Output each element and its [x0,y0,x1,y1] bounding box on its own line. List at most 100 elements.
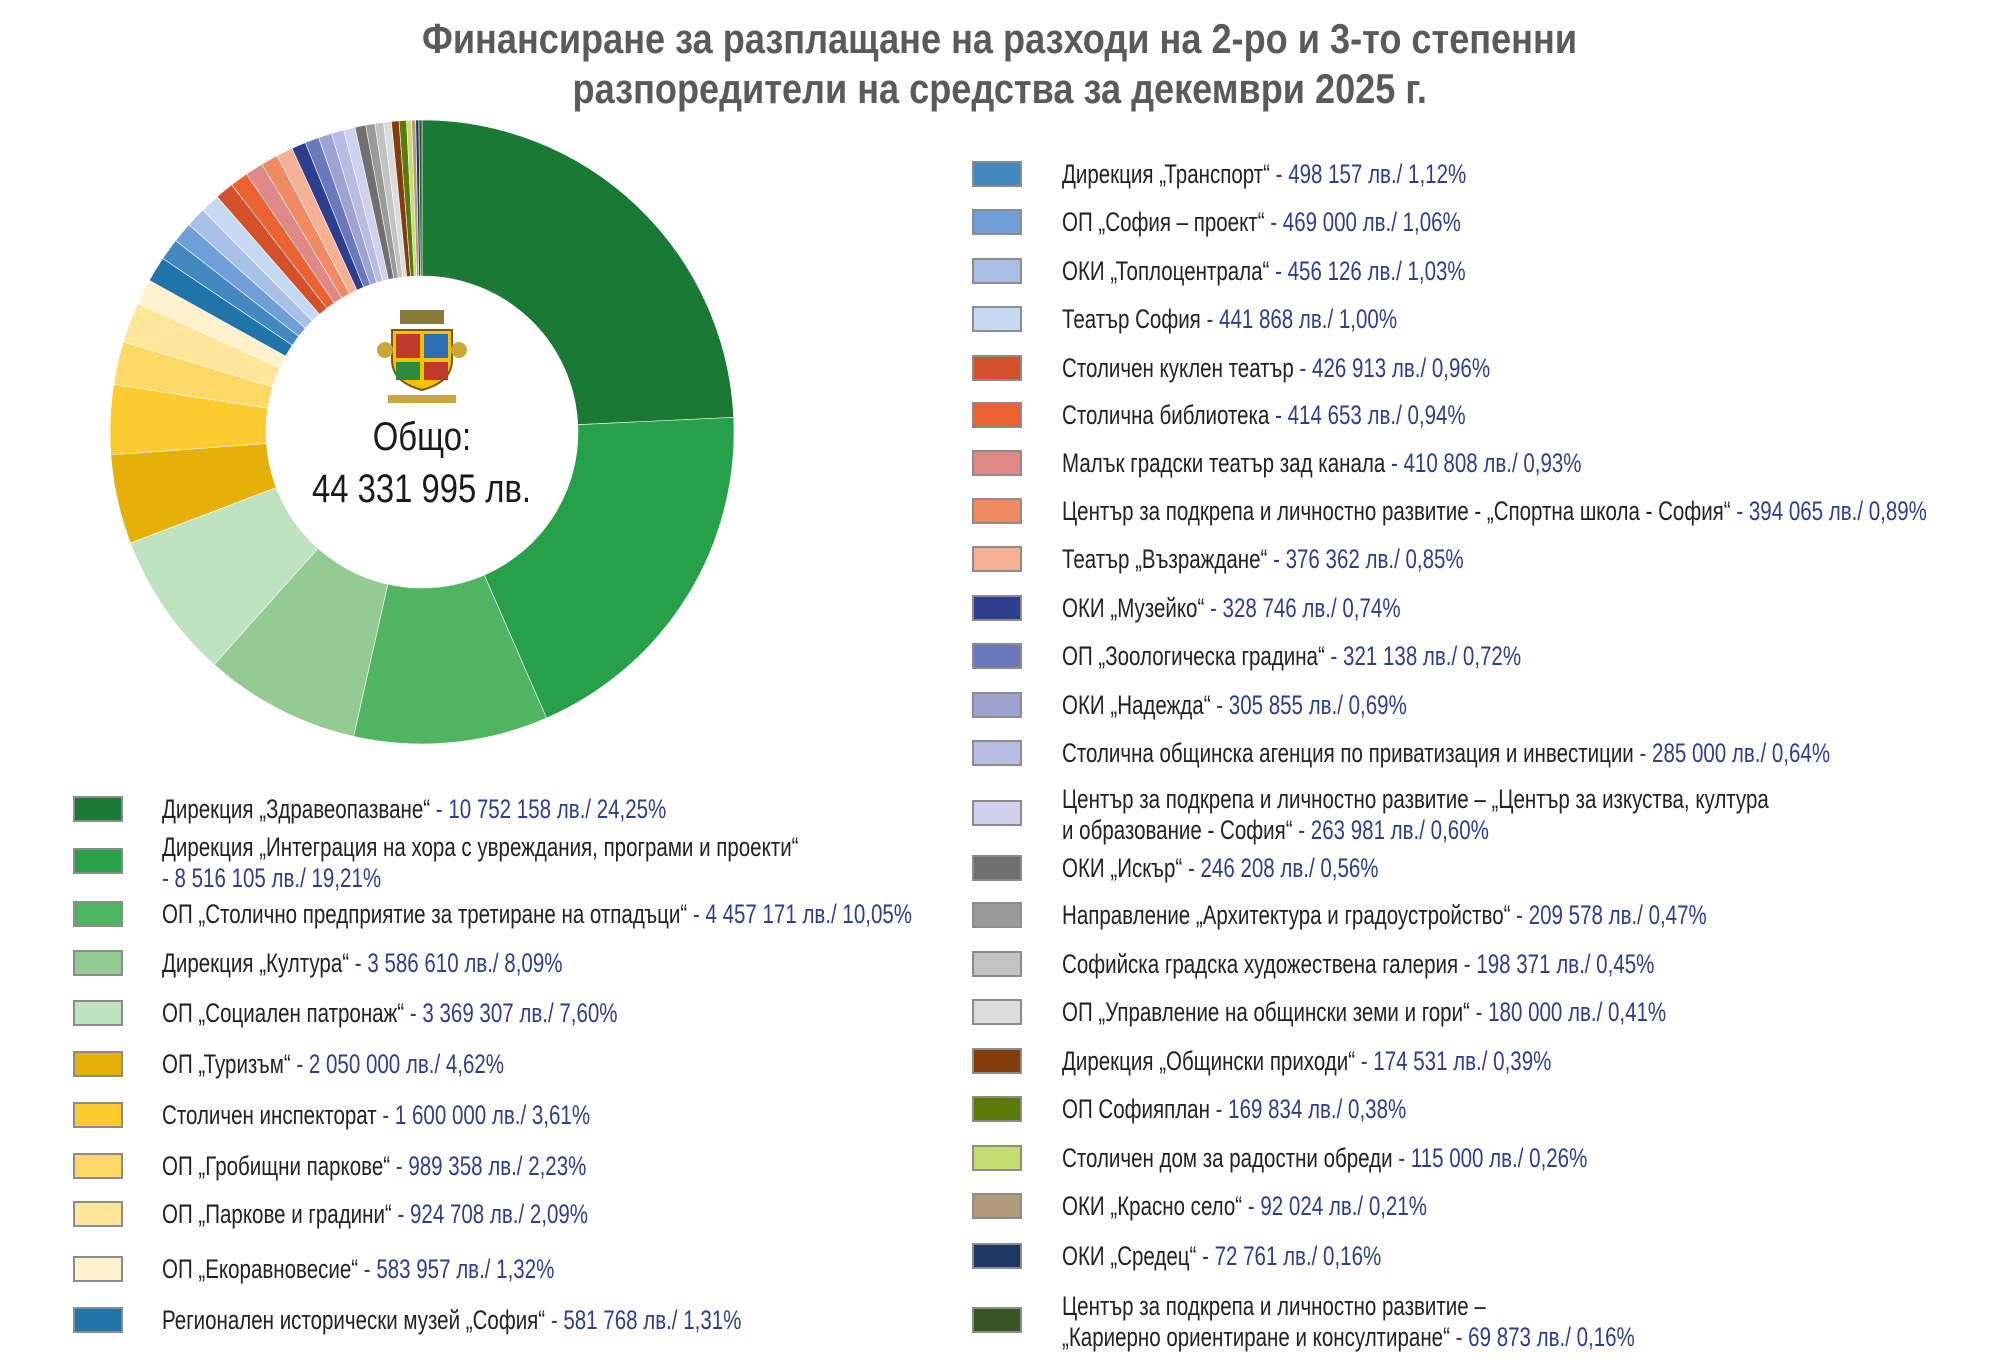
legend-value: - 328 746 лв./ 0,74% [1210,593,1401,623]
legend-text: ОП Софияплан - 169 834 лв./ 0,38% [1062,1094,1406,1125]
legend-label: Направление „Архитектура и градоустройст… [1062,900,1511,930]
legend-text: Малък градски театър зад канала - 410 80… [1062,448,1582,479]
legend-value: - 456 126 лв./ 1,03% [1275,256,1466,286]
legend-text: Дирекция „Култура“ - 3 586 610 лв./ 8,09… [162,948,562,979]
legend-text: ОП „Столично предприятие за третиране на… [162,899,912,930]
legend-swatch [972,355,1022,381]
donut-chart [109,119,735,745]
legend-label: ОКИ „Музейко“ [1062,593,1205,623]
legend-swatch [972,498,1022,524]
legend-label: Център за подкрепа и личностно развитие … [1062,496,1731,526]
legend-label: Дирекция „Култура“ [162,948,350,978]
legend-value: - 3 586 610 лв./ 8,09% [354,948,563,978]
legend-swatch [972,258,1022,284]
legend-text: Столичен инспекторат - 1 600 000 лв./ 3,… [162,1100,590,1131]
legend-value: - 498 157 лв./ 1,12% [1275,159,1467,189]
legend-value: - 92 024 лв./ 0,21% [1247,1191,1428,1221]
legend-text: Дирекция „Транспорт“ - 498 157 лв./ 1,12… [1062,159,1466,190]
legend-text: Столичен куклен театър - 426 913 лв./ 0,… [1062,353,1490,384]
donut-slice [421,119,734,426]
legend-label: ОП „Социален патронаж“ [162,998,405,1028]
legend-label: Столичен дом за радостни обреди [1062,1143,1393,1173]
legend-value: - 174 531 лв./ 0,39% [1360,1046,1552,1076]
legend-value: - 583 957 лв./ 1,32% [363,1254,555,1284]
legend-swatch [972,855,1022,881]
legend-label: Дирекция „Транспорт“ [1062,159,1270,189]
legend-text: ОП „Гробищни паркове“ - 989 358 лв./ 2,2… [162,1151,586,1182]
title-line-2: разпоредители на средства за декември 20… [572,65,1428,112]
legend-text: ОКИ „Красно село“ - 92 024 лв./ 0,21% [1062,1191,1427,1222]
legend-label: ОКИ „Красно село“ [1062,1191,1243,1221]
legend-label: ОКИ „Искър“ [1062,853,1183,883]
legend-value: - 305 855 лв./ 0,69% [1216,690,1407,720]
legend-value: - 285 000 лв./ 0,64% [1639,738,1831,768]
legend-swatch [972,402,1022,428]
legend-label: Регионален исторически музей „София“ [162,1305,546,1335]
legend-label: Столичен куклен театър [1062,353,1294,383]
legend-swatch [972,643,1022,669]
legend-value: - 989 358 лв./ 2,23% [395,1151,587,1181]
title-line-1: Финансиране за разплащане на разходи на … [422,15,1578,62]
legend-swatch [972,209,1022,235]
legend-swatch [73,950,123,976]
legend-swatch [972,1243,1022,1269]
legend-value: - 8 516 105 лв./ 19,21% [162,863,382,893]
legend-label: Дирекция „Интеграция на хора с увреждани… [162,832,799,862]
legend-value: - 394 065 лв./ 0,89% [1736,496,1927,526]
legend-label: Столична общинска агенция по приватизаци… [1062,738,1634,768]
legend-value: - 441 868 лв./ 1,00% [1206,304,1398,334]
legend-label: ОП „Туризъм“ [162,1049,291,1079]
legend-value: - 69 873 лв./ 0,16% [1455,1322,1635,1352]
legend-label: Малък градски театър зад канала [1062,448,1386,478]
legend-text: ОКИ „Топлоцентрала“ - 456 126 лв./ 1,03% [1062,256,1466,287]
legend-value: - 410 808 лв./ 0,93% [1390,448,1582,478]
legend-text: Регионален исторически музей „София“ - 5… [162,1305,741,1336]
legend-label: ОП „София – проект“ [1062,207,1265,237]
legend-value: - 180 000 лв./ 0,41% [1475,997,1667,1027]
legend-label: ОКИ „Надежда“ [1062,690,1211,720]
legend-text: Театър София - 441 868 лв./ 1,00% [1062,304,1397,335]
legend-label-continued: и образование - София“ [1062,815,1293,845]
legend-label: Столичен инспекторат [162,1100,377,1130]
legend-swatch [73,1051,123,1077]
legend-swatch [73,1000,123,1026]
legend-label: Софийска градска художествена галерия [1062,949,1459,979]
legend-label: ОП „Паркове и градини“ [162,1199,392,1229]
legend-swatch [73,1102,123,1128]
legend-label: Дирекция „Общински приходи“ [1062,1046,1356,1076]
legend-text: Столичен дом за радостни обреди - 115 00… [1062,1143,1587,1174]
legend-swatch [73,1307,123,1333]
legend-value: - 246 208 лв./ 0,56% [1187,853,1379,883]
donut-slice [418,119,423,277]
legend-label: ОП „Столично предприятие за третиране на… [162,899,688,929]
legend-label: Театър „Възраждане“ [1062,544,1268,574]
legend-text: Дирекция „Интеграция на хора с увреждани… [162,832,799,894]
legend-swatch [972,1193,1022,1219]
legend-swatch [972,161,1022,187]
legend-text: Дирекция „Здравеопазване“ - 10 752 158 л… [162,794,666,825]
legend-swatch [972,1048,1022,1074]
legend-label: Театър София [1062,304,1201,334]
legend-label: Дирекция „Здравеопазване“ [162,794,431,824]
legend-label: Център за подкрепа и личностно развитие … [1062,1291,1486,1321]
legend-swatch [972,595,1022,621]
legend-swatch [73,1201,123,1227]
legend-value: - 4 457 171 лв./ 10,05% [692,899,913,929]
legend-text: Столична библиотека - 414 653 лв./ 0,94% [1062,400,1466,431]
legend-swatch [972,999,1022,1025]
legend-swatch [972,1307,1022,1333]
legend-swatch [972,740,1022,766]
legend-swatch [73,796,123,822]
legend-value: - 3 369 307 лв./ 7,60% [409,998,618,1028]
legend-text: ОП „Екоравновесие“ - 583 957 лв./ 1,32% [162,1254,554,1285]
legend-label: ОКИ „Средец“ [1062,1241,1197,1271]
legend-text: Дирекция „Общински приходи“ - 174 531 лв… [1062,1046,1551,1077]
legend-label: ОП „Управление на общински земи и гори“ [1062,997,1470,1027]
legend-text: Театър „Възраждане“ - 376 362 лв./ 0,85% [1062,544,1464,575]
legend-value: - 426 913 лв./ 0,96% [1299,353,1491,383]
legend-text: ОП „Туризъм“ - 2 050 000 лв./ 4,62% [162,1049,504,1080]
chart-title: Финансиране за разплащане на разходи на … [0,14,2000,114]
legend-value: - 10 752 158 лв./ 24,25% [435,794,667,824]
legend-value: - 198 371 лв./ 0,45% [1463,949,1655,979]
legend-value: - 1 600 000 лв./ 3,61% [382,1100,591,1130]
